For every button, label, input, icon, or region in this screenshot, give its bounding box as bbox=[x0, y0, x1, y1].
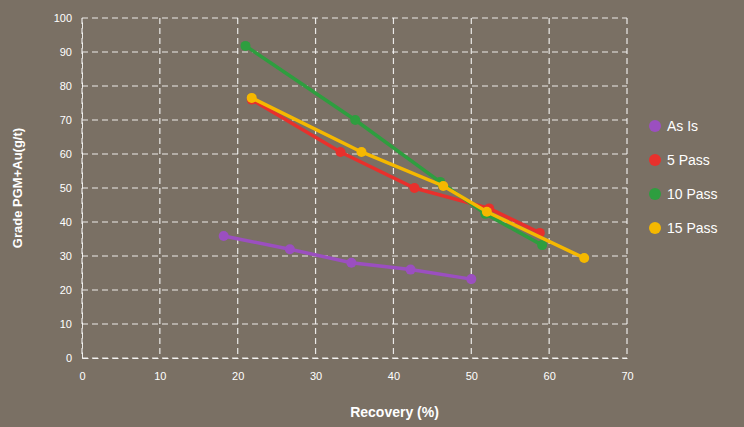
legend-item: As Is bbox=[649, 118, 698, 134]
x-tick: 50 bbox=[466, 358, 478, 382]
series-point bbox=[466, 274, 476, 284]
grid bbox=[82, 18, 627, 358]
x-tick: 10 bbox=[154, 358, 166, 382]
series-point bbox=[285, 244, 295, 254]
legend-item: 15 Pass bbox=[649, 220, 718, 236]
chart-svg: 0 10 20 30 40 50 60 70 0 10 20 30 40 50 60 70 80 90 100 Rec… bbox=[0, 0, 744, 427]
series-point bbox=[335, 147, 345, 157]
y-tick: 0 bbox=[66, 352, 82, 364]
grid-line-y bbox=[82, 289, 627, 290]
grid-line-x bbox=[471, 18, 472, 358]
legend-label: As Is bbox=[667, 118, 698, 134]
grid-line-y bbox=[82, 357, 627, 358]
series-point bbox=[482, 207, 492, 217]
grid-line-y bbox=[82, 323, 627, 324]
x-tick-label: 0 bbox=[79, 370, 85, 382]
y-tick: 90 bbox=[60, 46, 82, 58]
x-tick-label: 40 bbox=[388, 370, 400, 382]
legend-swatch bbox=[649, 188, 661, 200]
grid-line-y bbox=[82, 85, 627, 86]
grid-line-x bbox=[549, 18, 550, 358]
legend-swatch bbox=[649, 120, 661, 132]
legend-item: 5 Pass bbox=[649, 152, 710, 168]
grid-line-y bbox=[82, 221, 627, 222]
legend: As Is 5 Pass 10 Pass 15 Pass bbox=[649, 118, 718, 236]
y-tick: 30 bbox=[60, 250, 82, 262]
y-tick: 10 bbox=[60, 318, 82, 330]
series-line bbox=[252, 98, 584, 258]
y-tick-label: 0 bbox=[66, 352, 72, 364]
y-tick-label: 100 bbox=[54, 12, 72, 24]
y-tick-label: 20 bbox=[60, 284, 72, 296]
series-marks bbox=[219, 41, 589, 284]
series-line bbox=[224, 236, 472, 279]
grid-line-y bbox=[82, 187, 627, 188]
y-tick-label: 10 bbox=[60, 318, 72, 330]
y-tick: 60 bbox=[60, 148, 82, 160]
axis-line bbox=[82, 19, 83, 359]
x-tick: 20 bbox=[232, 358, 244, 382]
series-point bbox=[438, 181, 448, 191]
y-tick-label: 40 bbox=[60, 216, 72, 228]
grid-line-y bbox=[82, 255, 627, 256]
series-point bbox=[247, 93, 257, 103]
series-point bbox=[357, 147, 367, 157]
x-tick-label: 30 bbox=[310, 370, 322, 382]
background bbox=[0, 0, 744, 427]
y-tick: 20 bbox=[60, 284, 82, 296]
x-tick-label: 60 bbox=[544, 370, 556, 382]
x-tick: 30 bbox=[310, 358, 322, 382]
series-point bbox=[409, 183, 419, 193]
x-tick-label: 20 bbox=[232, 370, 244, 382]
x-tick: 40 bbox=[388, 358, 400, 382]
series-point bbox=[406, 265, 416, 275]
x-tick-label: 10 bbox=[154, 370, 166, 382]
series-point bbox=[241, 41, 251, 51]
grid-line-y bbox=[82, 17, 627, 18]
series-point bbox=[346, 258, 356, 268]
legend-swatch bbox=[649, 154, 661, 166]
y-tick-label: 80 bbox=[60, 80, 72, 92]
plot: 0 10 20 30 40 50 60 70 0 10 20 30 40 50 60 70 80 90 100 bbox=[54, 12, 634, 382]
series bbox=[247, 93, 589, 263]
legend-swatch bbox=[649, 222, 661, 234]
y-tick: 50 bbox=[60, 182, 82, 194]
x-axis: 0 10 20 30 40 50 60 70 bbox=[79, 358, 633, 382]
grid-line-y bbox=[82, 153, 627, 154]
y-tick: 70 bbox=[60, 114, 82, 126]
x-tick-label: 70 bbox=[621, 370, 633, 382]
series-point bbox=[219, 231, 229, 241]
y-tick: 80 bbox=[60, 80, 82, 92]
grid-line-y bbox=[82, 51, 627, 52]
y-tick-label: 30 bbox=[60, 250, 72, 262]
y-axis-title: Grade PGM+Au(g/t) bbox=[10, 128, 25, 248]
x-axis-title: Recovery (%) bbox=[350, 404, 439, 420]
legend-label: 10 Pass bbox=[667, 186, 718, 202]
series-point bbox=[579, 253, 589, 263]
axis-line bbox=[83, 358, 628, 359]
x-tick-label: 50 bbox=[466, 370, 478, 382]
y-tick: 100 bbox=[54, 12, 82, 24]
y-tick-label: 90 bbox=[60, 46, 72, 58]
legend-label: 5 Pass bbox=[667, 152, 710, 168]
y-tick-label: 60 bbox=[60, 148, 72, 160]
y-tick: 40 bbox=[60, 216, 82, 228]
y-tick-label: 70 bbox=[60, 114, 72, 126]
x-tick: 0 bbox=[79, 358, 85, 382]
series-point bbox=[350, 115, 360, 125]
y-tick-label: 50 bbox=[60, 182, 72, 194]
y-axis: 0 10 20 30 40 50 60 70 80 90 100 bbox=[54, 12, 83, 364]
legend-label: 15 Pass bbox=[667, 220, 718, 236]
grid-line-x bbox=[159, 18, 160, 358]
series bbox=[219, 231, 477, 284]
grid-line-x bbox=[81, 18, 82, 358]
chart-container: 0 10 20 30 40 50 60 70 0 10 20 30 40 50 60 70 80 90 100 Rec… bbox=[0, 0, 744, 427]
x-tick: 60 bbox=[544, 358, 556, 382]
x-tick: 70 bbox=[621, 358, 633, 382]
legend-item: 10 Pass bbox=[649, 186, 718, 202]
